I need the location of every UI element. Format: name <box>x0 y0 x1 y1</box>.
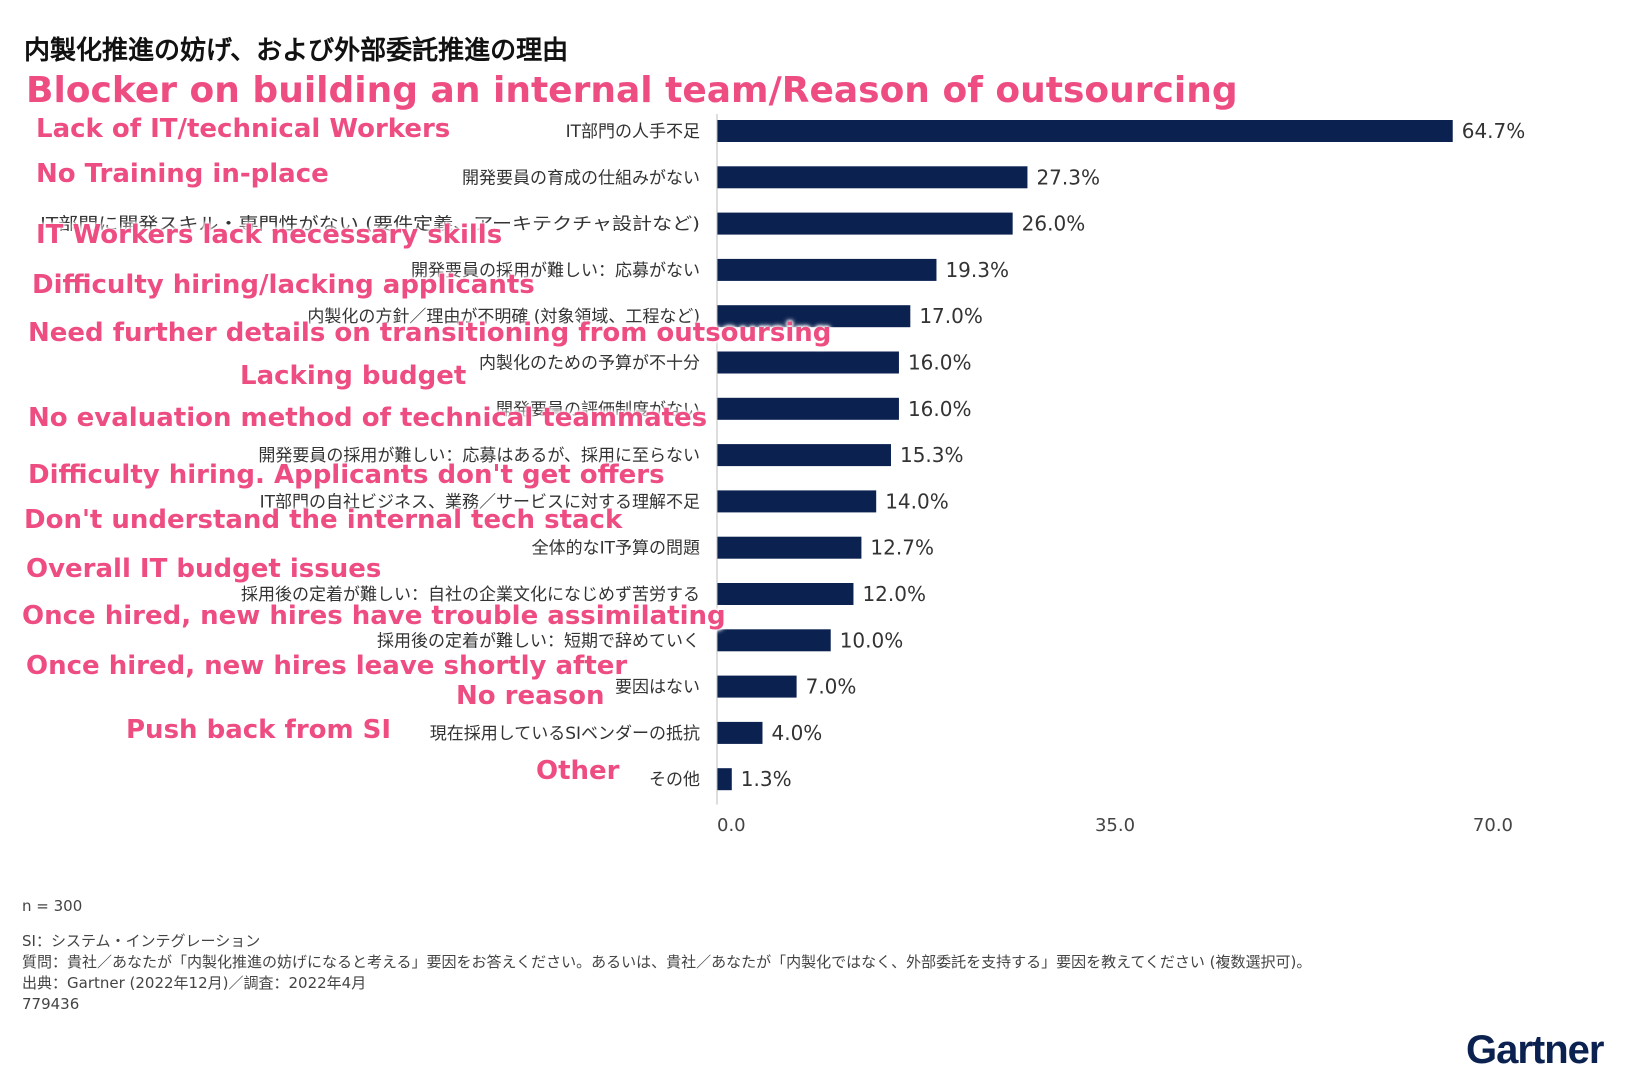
bar-11 <box>717 629 831 652</box>
bar-7 <box>717 444 891 467</box>
annotation-13: Push back from SI <box>126 715 392 745</box>
footnotes: n = 300 SI：システム・インテグレーション 質問：貴社／あなたが「内製化… <box>22 896 1311 1015</box>
value-labels: 64.7% 27.3% 26.0% 19.3% 17.0% 16.0% 16.0% 15.3%… <box>741 119 1525 791</box>
annotation-10: Once hired, new hires have trouble assim… <box>22 601 726 631</box>
annotation-8: Don't understand the internal tech stack <box>24 505 623 535</box>
sample-size: n = 300 <box>22 897 83 915</box>
chart-title-japanese: 内製化推進の妨げ、および外部委託推進の理由 <box>24 36 569 66</box>
annotation-14: Other <box>536 756 620 786</box>
annotation-7: Difficulty hiring. Applicants don't get … <box>28 460 665 490</box>
value-label-2: 26.0% <box>1022 212 1086 236</box>
annotation-11: Once hired, new hires leave shortly afte… <box>26 651 628 681</box>
bars <box>717 120 1453 791</box>
chart-title-english: Blocker on building an internal team/Rea… <box>26 70 1238 111</box>
category-label-13: 現在採用しているSIベンダーの抵抗 <box>430 724 700 744</box>
bar-6 <box>717 397 899 420</box>
value-label-3: 19.3% <box>945 258 1009 282</box>
footnote-si: SI：システム・インテグレーション <box>22 932 261 950</box>
bar-10 <box>717 583 854 605</box>
value-label-13: 4.0% <box>771 721 822 745</box>
bar-4 <box>717 305 911 328</box>
x-tick-label-1: 35.0 <box>1095 815 1135 836</box>
bar-9 <box>717 536 862 559</box>
bar-8 <box>717 490 877 513</box>
bar-2 <box>717 212 1013 235</box>
category-label-7: 開発要員の採用が難しい：応募はあるが、採用に至らない <box>258 446 700 466</box>
value-label-1: 27.3% <box>1036 165 1100 189</box>
annotation-4: Need further details on transitioning fr… <box>28 318 832 348</box>
value-label-4: 17.0% <box>919 304 983 328</box>
annotation-5: Lacking budget <box>240 361 467 391</box>
category-label-0: IT部門の人手不足 <box>566 122 700 142</box>
bar-12 <box>717 675 797 698</box>
category-label-12: 要因はない <box>615 678 700 698</box>
annotation-6: No evaluation method of technical teamma… <box>28 403 708 433</box>
category-label-5: 内製化のための予算が不十分 <box>479 354 700 374</box>
annotation-12: No reason <box>456 681 605 711</box>
value-label-14: 1.3% <box>741 767 792 791</box>
annotation-9: Overall IT budget issues <box>26 554 382 584</box>
category-label-4: 内製化の方針／理由が不明確 (対象領域、工程など) <box>307 307 700 327</box>
category-label-8: IT部門の自社ビジネス、業務／サービスに対する理解不足 <box>260 492 700 512</box>
value-label-8: 14.0% <box>885 489 949 513</box>
bar-14 <box>717 768 732 791</box>
bar-3 <box>717 258 937 281</box>
x-tick-label-2: 70.0 <box>1473 815 1513 836</box>
gartner-logo: Gartner <box>1466 1028 1604 1072</box>
category-label-3: 開発要員の採用が難しい：応募がない <box>411 261 700 281</box>
value-label-12: 7.0% <box>806 675 857 699</box>
bar-5 <box>717 351 899 374</box>
category-label-2: IT部門に開発スキル・専門性がない (要件定義、アーキテクチャ設計など) <box>40 215 700 235</box>
category-label-1: 開発要員の育成の仕組みがない <box>462 168 700 188</box>
category-label-9: 全体的なIT予算の問題 <box>532 539 700 559</box>
annotation-1: No Training in-place <box>36 159 329 189</box>
bar-0 <box>717 120 1453 142</box>
value-label-0: 64.7% <box>1462 119 1526 143</box>
x-tick-labels: 0.0 35.0 70.0 <box>717 815 1513 836</box>
annotation-3: Difficulty hiring/lacking applicants <box>32 270 535 300</box>
x-tick-label-0: 0.0 <box>717 815 746 836</box>
value-label-7: 15.3% <box>900 443 964 467</box>
category-label-6: 開発要員の評価制度がない <box>496 400 700 420</box>
category-label-11: 採用後の定着が難しい：短期で辞めていく <box>377 631 700 651</box>
value-label-6: 16.0% <box>908 397 972 421</box>
value-label-11: 10.0% <box>840 628 904 652</box>
value-label-10: 12.0% <box>862 582 926 606</box>
category-label-10: 採用後の定着が難しい：自社の企業文化になじめず苦労する <box>241 585 700 605</box>
value-label-9: 12.7% <box>870 536 934 560</box>
footnote-id: 779436 <box>22 995 80 1013</box>
bar-13 <box>717 721 763 744</box>
bar-1 <box>717 166 1028 189</box>
footnote-source: 出典：Gartner (2022年12月)／調査：2022年4月 <box>22 974 367 992</box>
category-label-14: その他 <box>649 770 700 790</box>
value-label-5: 16.0% <box>908 351 972 375</box>
footnote-question: 質問：貴社／あなたが「内製化推進の妨げになると考える」要因をお答えください。ある… <box>22 953 1312 971</box>
annotation-0: Lack of IT/technical Workers <box>36 114 451 144</box>
annotation-2: IT Workers lack necessary skills <box>36 220 503 250</box>
